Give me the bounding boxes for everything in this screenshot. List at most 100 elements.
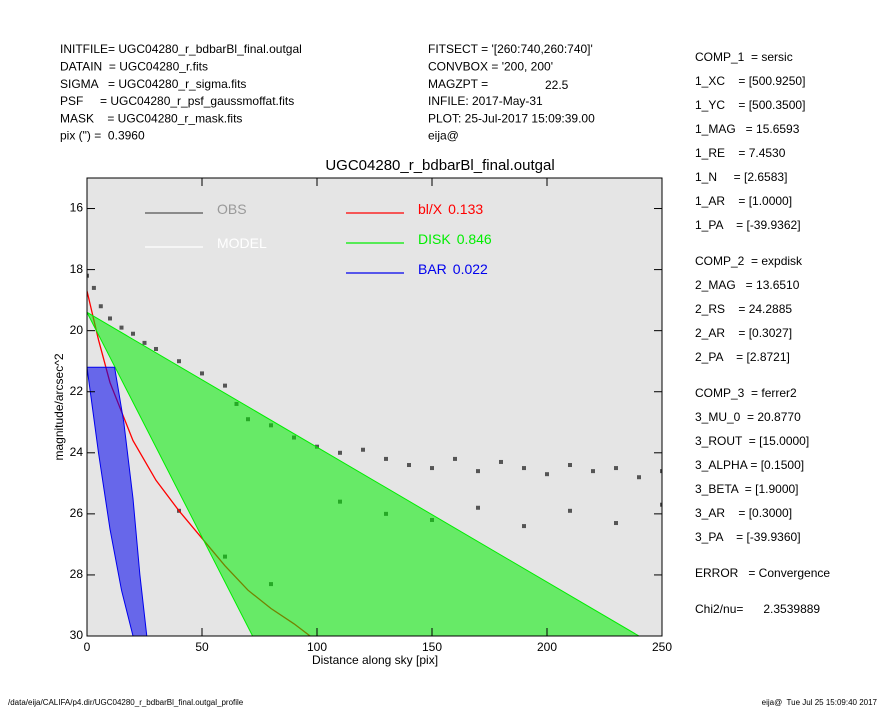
legend-label: bl/X 0.133 <box>418 201 483 217</box>
obs-point <box>545 472 549 477</box>
obs-point <box>522 524 526 529</box>
obs-point <box>108 316 112 321</box>
footer-left: /data/eija/CALIFA/p4.dir/UGC04280_r_bdba… <box>8 698 244 707</box>
obs-point <box>177 359 181 364</box>
footer-right: eija@ Tue Jul 25 15:09:40 2017 <box>762 698 878 707</box>
x-tick-label: 250 <box>652 640 672 654</box>
obs-point <box>660 469 662 474</box>
obs-point <box>591 469 595 474</box>
magzpt-value: 22.5 <box>545 78 569 92</box>
y-tick-label: 30 <box>70 628 84 642</box>
header-line: SIGMA = UGC04280_r_sigma.fits <box>60 77 246 91</box>
obs-point <box>223 383 227 388</box>
param-line: ERROR = Convergence <box>695 566 830 580</box>
param-line: COMP_2 = expdisk <box>695 254 803 268</box>
obs-point <box>131 331 135 336</box>
header-line: PLOT: 25-Jul-2017 15:09:39.00 <box>428 111 595 125</box>
param-line: COMP_1 = sersic <box>695 50 793 64</box>
x-axis-label: Distance along sky [pix] <box>312 653 438 667</box>
x-tick-label: 50 <box>195 640 209 654</box>
header-line: INFILE: 2017-May-31 <box>428 94 543 108</box>
legend-name: DISK <box>418 231 451 247</box>
obs-point <box>384 456 388 461</box>
obs-point <box>499 459 503 464</box>
component-band <box>87 311 640 636</box>
param-line: 1_RE = 7.4530 <box>695 146 786 160</box>
param-line: 1_AR = [1.0000] <box>695 194 792 208</box>
legend-label: OBS <box>217 201 247 217</box>
header-line: INITFILE= UGC04280_r_bdbarBl_final.outga… <box>60 42 302 56</box>
plot-frame <box>86 177 663 637</box>
param-line: 2_PA = [2.8721] <box>695 350 790 364</box>
obs-point <box>614 521 618 526</box>
obs-point <box>614 466 618 471</box>
param-line: 3_ALPHA = [0.1500] <box>695 458 804 472</box>
param-line: 1_XC = [500.9250] <box>695 74 805 88</box>
y-tick-label: 26 <box>70 506 84 520</box>
param-line: COMP_3 = ferrer2 <box>695 386 797 400</box>
x-tick-label: 0 <box>84 640 91 654</box>
param-line: 1_PA = [-39.9362] <box>695 218 801 232</box>
y-tick-label: 16 <box>70 201 84 215</box>
param-line: 1_MAG = 15.6593 <box>695 122 800 136</box>
obs-point <box>338 450 342 455</box>
param-line: Chi2/nu= 2.3539889 <box>695 602 820 616</box>
obs-point <box>98 304 103 309</box>
legend-name: MODEL <box>217 235 267 251</box>
obs-point <box>568 508 572 513</box>
header-line: FITSECT = '[260:740,260:740]' <box>428 42 593 56</box>
legend-name: OBS <box>217 201 247 217</box>
y-tick-label: 20 <box>70 323 84 337</box>
y-tick-label: 18 <box>70 262 84 276</box>
obs-point <box>91 285 96 290</box>
obs-point <box>361 447 365 452</box>
y-axis-label: magnitude/arcsec^2 <box>52 353 66 460</box>
obs-point <box>87 273 89 278</box>
param-line: 3_BETA = [1.9000] <box>695 482 799 496</box>
x-tick-label: 150 <box>422 640 442 654</box>
legend-label: BAR 0.022 <box>418 261 488 277</box>
obs-point <box>476 505 480 510</box>
obs-point <box>200 371 204 376</box>
param-line: 1_YC = [500.3500] <box>695 98 805 112</box>
obs-point <box>568 463 572 468</box>
plot-marks <box>87 273 662 636</box>
y-tick-label: 22 <box>70 384 84 398</box>
component-band <box>87 366 148 636</box>
header-line: pix (") = 0.3960 <box>60 129 145 143</box>
param-line: 2_MAG = 13.6510 <box>695 278 800 292</box>
header-line: eija@ <box>428 129 459 143</box>
obs-point <box>142 340 147 345</box>
legend-label: MODEL <box>217 235 267 251</box>
legend-name: BAR <box>418 261 447 277</box>
obs-point <box>522 466 526 471</box>
legend-fraction: 0.846 <box>457 231 492 247</box>
param-line: 3_MU_0 = 20.8770 <box>695 410 801 424</box>
param-line: 3_ROUT = [15.0000] <box>695 434 809 448</box>
obs-point <box>119 325 124 330</box>
obs-point <box>430 466 434 471</box>
header-line: CONVBOX = '200, 200' <box>428 59 553 73</box>
x-tick-label: 200 <box>537 640 557 654</box>
param-line: 1_N = [2.6583] <box>695 170 787 184</box>
obs-point <box>637 475 641 480</box>
header-line: MAGZPT = <box>428 77 488 91</box>
y-tick-label: 24 <box>70 445 84 459</box>
legend-name: bl/X <box>418 201 443 217</box>
obs-point <box>154 346 158 351</box>
obs-point <box>476 469 480 474</box>
obs-point <box>407 463 411 468</box>
obs-point <box>453 456 457 461</box>
legend-label: DISK 0.846 <box>418 231 492 247</box>
param-line: 3_AR = [0.3000] <box>695 506 792 520</box>
obs-point <box>660 502 662 507</box>
x-tick-label: 100 <box>307 640 327 654</box>
legend-fraction: 0.022 <box>453 261 488 277</box>
param-line: 2_AR = [0.3027] <box>695 326 792 340</box>
chart-title: UGC04280_r_bdbarBl_final.outgal <box>325 157 554 174</box>
legend-fraction: 0.133 <box>448 201 483 217</box>
header-line: PSF = UGC04280_r_psf_gaussmoffat.fits <box>60 94 294 108</box>
header-line: MASK = UGC04280_r_mask.fits <box>60 111 242 125</box>
y-tick-label: 28 <box>70 567 84 581</box>
